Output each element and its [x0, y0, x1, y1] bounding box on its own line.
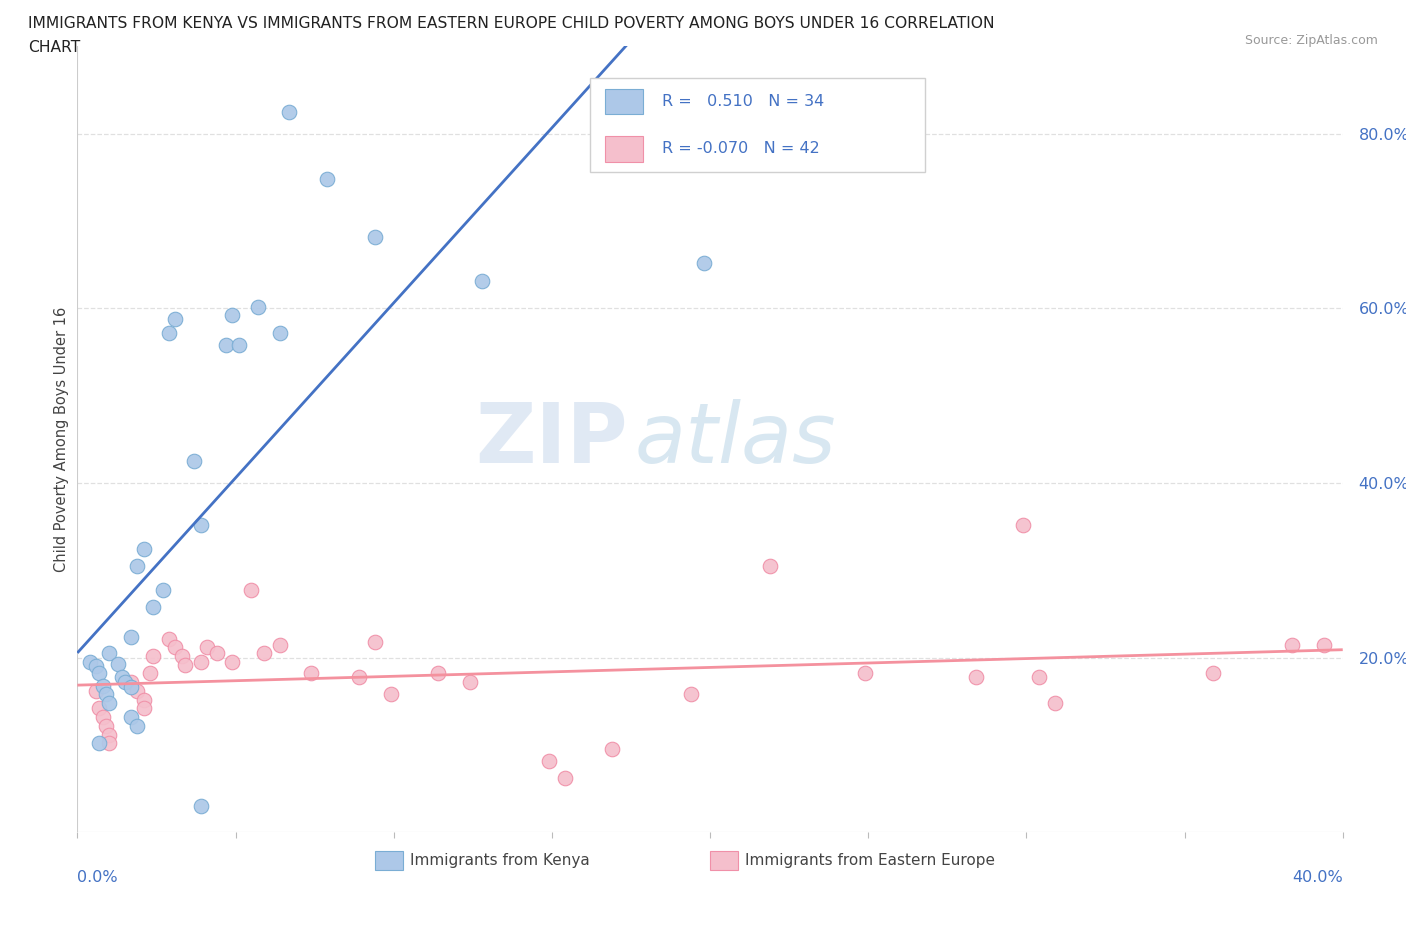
- Point: [139, 666, 162, 681]
- Point: [132, 701, 155, 716]
- Point: [693, 256, 716, 271]
- Point: [190, 799, 212, 814]
- Point: [79, 655, 101, 670]
- Point: [1012, 518, 1035, 533]
- Point: [157, 326, 180, 340]
- Point: [1281, 637, 1303, 652]
- Point: [120, 679, 142, 694]
- Point: [142, 648, 165, 663]
- Point: [127, 559, 149, 574]
- Point: [86, 684, 108, 698]
- FancyBboxPatch shape: [591, 78, 925, 172]
- Point: [91, 710, 114, 724]
- Text: Immigrants from Eastern Europe: Immigrants from Eastern Europe: [745, 853, 995, 868]
- Text: Source: ZipAtlas.com: Source: ZipAtlas.com: [1244, 34, 1378, 47]
- Y-axis label: Child Poverty Among Boys Under 16: Child Poverty Among Boys Under 16: [53, 307, 69, 572]
- Point: [363, 230, 385, 245]
- Point: [107, 657, 129, 671]
- Text: 40.0%: 40.0%: [1292, 870, 1343, 885]
- Point: [165, 640, 187, 655]
- Bar: [374, 851, 402, 870]
- Point: [205, 646, 228, 661]
- Point: [89, 666, 111, 681]
- Point: [190, 655, 212, 670]
- Point: [221, 655, 243, 670]
- Point: [458, 675, 481, 690]
- Point: [120, 630, 142, 644]
- Point: [347, 670, 370, 684]
- Text: atlas: atlas: [634, 399, 835, 480]
- Point: [316, 172, 339, 187]
- Point: [157, 631, 180, 646]
- Point: [86, 659, 108, 674]
- Point: [537, 753, 560, 768]
- Point: [120, 710, 142, 724]
- Text: Immigrants from Kenya: Immigrants from Kenya: [411, 853, 591, 868]
- Point: [142, 600, 165, 615]
- Point: [98, 736, 120, 751]
- Point: [1028, 670, 1050, 684]
- Point: [190, 518, 212, 533]
- Point: [240, 582, 263, 597]
- Point: [165, 312, 187, 326]
- Point: [215, 338, 238, 352]
- Point: [170, 648, 193, 663]
- Point: [965, 670, 987, 684]
- Point: [94, 718, 117, 733]
- Point: [127, 718, 149, 733]
- Text: CHART: CHART: [28, 40, 80, 55]
- Point: [183, 454, 205, 469]
- Point: [1313, 637, 1336, 652]
- Point: [98, 646, 120, 661]
- Point: [195, 640, 218, 655]
- Point: [853, 666, 876, 681]
- Bar: [605, 88, 643, 114]
- Bar: [710, 851, 738, 870]
- Point: [221, 308, 243, 323]
- Point: [363, 634, 385, 649]
- Point: [98, 696, 120, 711]
- Point: [152, 582, 174, 597]
- Point: [132, 692, 155, 707]
- Point: [269, 326, 291, 340]
- Point: [269, 637, 291, 652]
- Point: [127, 684, 149, 698]
- Text: ZIP: ZIP: [475, 399, 628, 480]
- Point: [301, 666, 323, 681]
- Point: [89, 701, 111, 716]
- Point: [98, 727, 120, 742]
- Point: [120, 675, 142, 690]
- Point: [1202, 666, 1225, 681]
- Point: [132, 541, 155, 556]
- Text: R = -0.070   N = 42: R = -0.070 N = 42: [662, 141, 820, 156]
- Bar: [605, 136, 643, 162]
- Point: [228, 338, 250, 352]
- Point: [253, 646, 276, 661]
- Point: [681, 687, 703, 702]
- Point: [91, 678, 114, 693]
- Point: [380, 687, 402, 702]
- Text: 0.0%: 0.0%: [77, 870, 118, 885]
- Point: [94, 687, 117, 702]
- Point: [246, 299, 269, 314]
- Point: [554, 771, 576, 786]
- Point: [471, 273, 494, 288]
- Point: [600, 742, 623, 757]
- Text: IMMIGRANTS FROM KENYA VS IMMIGRANTS FROM EASTERN EUROPE CHILD POVERTY AMONG BOYS: IMMIGRANTS FROM KENYA VS IMMIGRANTS FROM…: [28, 16, 994, 31]
- Point: [1043, 696, 1066, 711]
- Point: [759, 559, 782, 574]
- Point: [89, 736, 111, 751]
- Text: R =   0.510   N = 34: R = 0.510 N = 34: [662, 94, 824, 109]
- Point: [114, 675, 136, 690]
- Point: [427, 666, 450, 681]
- Point: [278, 104, 301, 119]
- Point: [111, 670, 132, 684]
- Point: [174, 658, 197, 672]
